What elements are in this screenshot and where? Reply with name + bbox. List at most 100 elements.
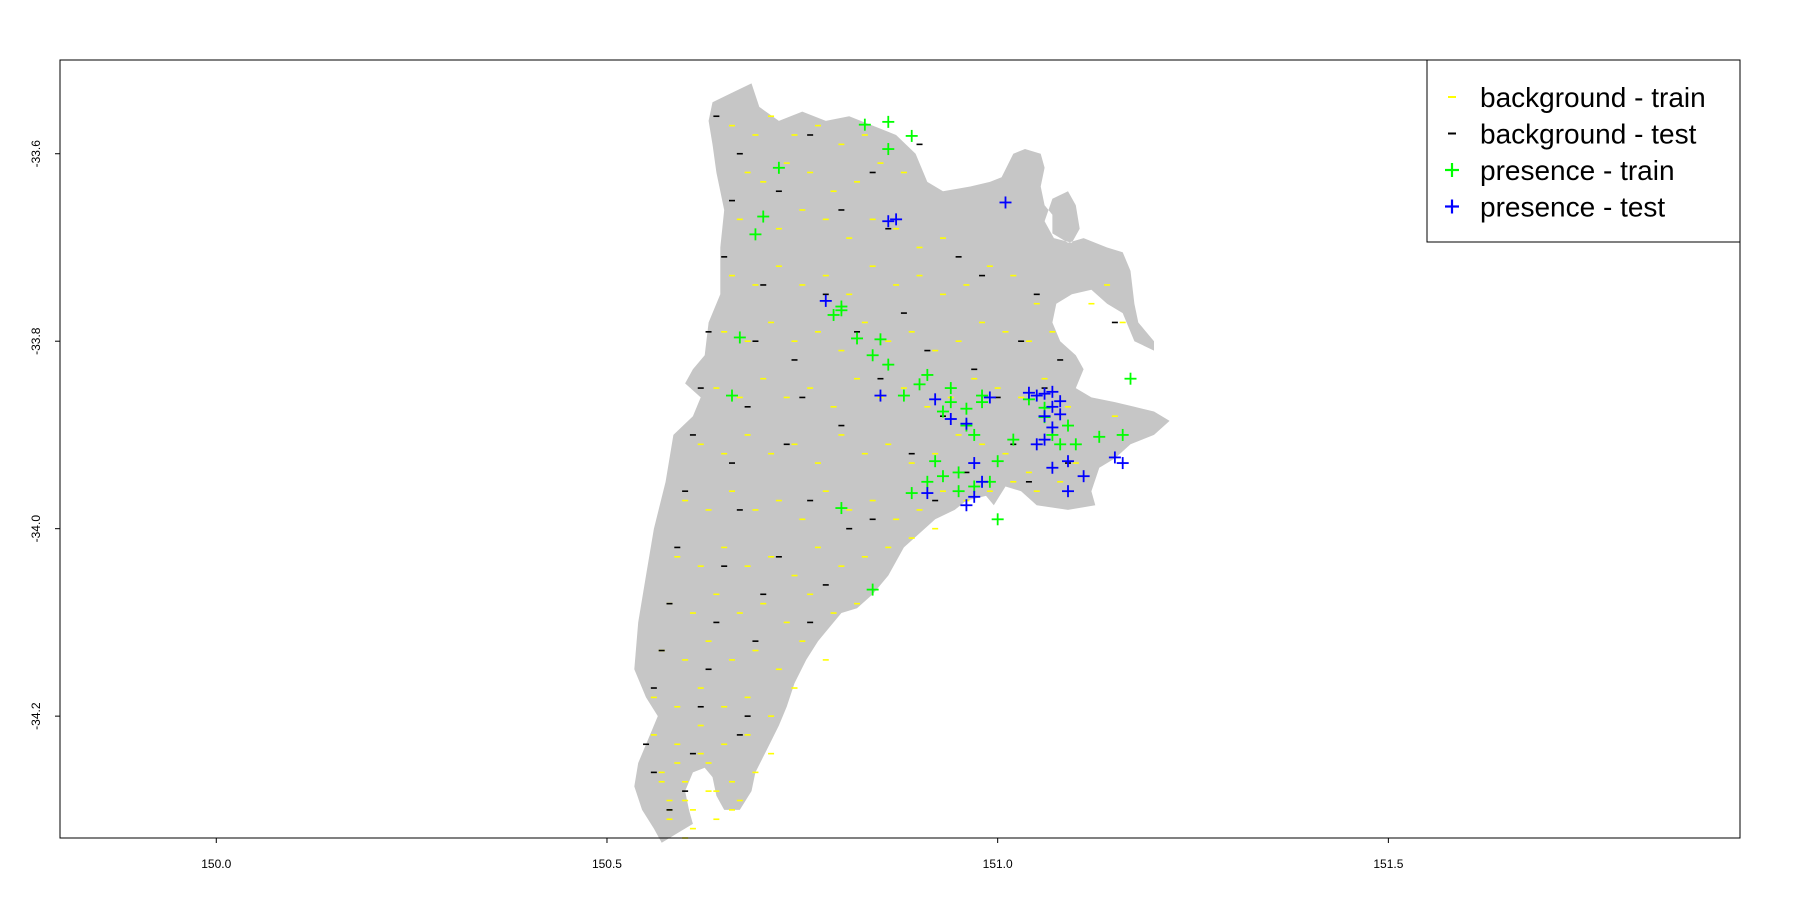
point-presence-test [1054,395,1067,408]
point-presence-train [757,210,770,223]
series-presence-test [819,196,1129,512]
point-presence-train [944,396,957,409]
legend-symbol [1445,163,1459,177]
point-presence-test [1030,438,1043,451]
legend: background - train background - test prese… [1426,59,1741,243]
point-presence-train [866,349,879,362]
point-presence-train [905,129,918,142]
x-tick-label: 151.5 [1373,857,1403,871]
point-presence-test [890,213,903,226]
x-tick-label: 150.5 [592,857,622,871]
point-presence-train [921,368,934,381]
y-tick-label: -34.0 [29,515,43,543]
legend-label: background - test [1480,119,1697,150]
point-presence-train [882,143,895,156]
point-presence-test [1030,389,1043,402]
point-presence-test [882,215,895,228]
point-presence-train [936,470,949,483]
point-presence-train [726,389,738,402]
point-presence-test [1108,451,1121,464]
point-presence-test [976,475,989,488]
legend-label: background - train [1480,82,1706,113]
point-presence-train [874,333,887,346]
y-tick-label: -33.8 [29,327,43,355]
y-axis: -33.6 -33.8 -34.0 -34.2 [29,140,60,730]
point-presence-test [929,393,942,406]
legend-label: presence - test [1480,192,1665,223]
point-presence-train [772,161,785,174]
point-presence-train [952,466,965,479]
point-presence-train [882,115,895,128]
y-tick-label: -34.2 [29,702,43,730]
point-presence-train [921,475,934,488]
point-presence-test [1038,410,1051,423]
point-presence-test [968,490,981,503]
region-layer [634,83,1170,843]
point-presence-test [944,413,957,426]
x-tick-label: 151.0 [983,857,1013,871]
point-presence-test [874,389,887,402]
point-presence-test [983,391,996,404]
point-presence-train [858,118,871,131]
point-presence-train [952,485,965,498]
legend-item-presence-train: presence - train [1445,155,1675,186]
legend-symbol [1445,199,1459,214]
point-presence-test [1077,470,1090,483]
point-presence-train [976,396,989,409]
point-presence-train [944,382,957,395]
point-presence-test [1038,387,1051,400]
point-presence-train [1054,438,1067,451]
point-presence-train [851,332,864,345]
point-presence-train [1093,430,1106,443]
point-presence-train [1124,372,1137,385]
legend-label: presence - train [1480,155,1675,186]
point-presence-train [1069,438,1082,451]
point-presence-train [1116,428,1129,441]
point-presence-test [999,196,1012,209]
point-presence-train [929,455,942,468]
x-axis: 150.0 150.5 151.0 151.5 [201,838,1404,871]
point-presence-test [960,499,973,512]
point-presence-train [749,228,762,241]
point-presence-test [968,457,981,470]
point-presence-test [1022,386,1035,399]
point-presence-test [819,294,832,307]
points-layer [643,115,1137,839]
point-presence-train [835,502,848,515]
legend-item-presence-test: presence - test [1445,192,1665,223]
point-presence-train [866,583,879,596]
point-presence-train [968,428,981,441]
point-presence-test [1038,433,1051,446]
land-region [634,83,1170,843]
point-presence-train [835,304,848,317]
point-presence-test [1054,408,1067,421]
point-presence-test [1046,461,1059,474]
legend-item-background-test: background - test [1448,119,1697,150]
x-tick-label: 150.0 [201,857,231,871]
point-presence-train [968,480,981,493]
point-presence-train [897,389,910,402]
point-presence-test [960,417,973,430]
point-presence-test [1062,455,1074,468]
point-presence-train [882,358,895,371]
y-tick-label: -33.6 [29,140,43,168]
point-presence-train [733,331,746,344]
point-presence-train [827,308,840,321]
point-presence-test [921,487,934,500]
point-presence-test [1116,457,1129,470]
point-presence-test [1046,385,1059,398]
series-background-test [643,115,1118,811]
point-presence-train [960,402,973,415]
legend-item-background-train: background - train [1448,82,1706,113]
point-presence-train [1062,419,1074,432]
series-presence-train [726,115,1137,596]
point-presence-test [1046,421,1059,434]
plot-frame [59,59,1741,839]
point-presence-test [1046,400,1059,413]
point-presence-train [913,378,926,391]
point-presence-train [991,513,1004,526]
legend-box [1426,59,1741,243]
point-presence-train [905,487,918,500]
point-presence-train [1007,433,1020,446]
